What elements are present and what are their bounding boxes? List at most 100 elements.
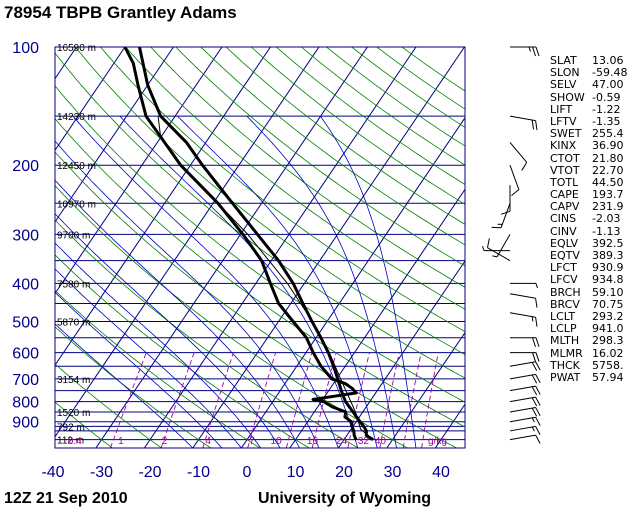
index-row: MLTH 298.3 (550, 335, 627, 347)
wind-barb-feather (531, 386, 538, 396)
height-label: 792 m (57, 422, 85, 433)
index-name: BRCV (550, 297, 580, 311)
isotherm-line (55, 47, 320, 438)
wind-barb-feather (500, 210, 511, 215)
wind-barb-half-feather (482, 245, 485, 251)
wind-barb-feather (532, 352, 536, 362)
wind-barb-half-feather (492, 255, 498, 258)
mixing-ratio-line (285, 352, 313, 448)
dry-adiabat-line (55, 326, 212, 448)
wind-barb-half-feather (531, 426, 535, 432)
wind-barb-half-feather (531, 417, 535, 423)
wind-barb-staff (487, 247, 511, 262)
index-value: 57.94 (592, 370, 624, 384)
wind-barb-feather (531, 362, 538, 371)
wind-barb (509, 293, 538, 308)
index-row: LFTV -1.35 (550, 114, 627, 128)
index-value: 930.9 (592, 261, 624, 275)
height-label: 1520 m (57, 408, 90, 419)
dry-adiabat-line (100, 47, 465, 333)
pressure-tick-label: 200 (12, 158, 39, 175)
wind-barb (500, 185, 511, 215)
index-row: LCLP 941.0 (550, 322, 627, 335)
index-row: SHOW -0.59 (550, 91, 627, 104)
pressure-tick-label: 500 (12, 314, 39, 331)
mixing-ratio-label: 0.4 (68, 436, 82, 447)
moist-adiabat-line (55, 268, 242, 448)
wind-barb-staff (509, 115, 536, 122)
dry-adiabat-line (55, 151, 457, 448)
wind-barb-feather (532, 337, 536, 347)
wind-barb-feather (535, 385, 541, 395)
wind-barb-feather (535, 352, 540, 362)
wind-barb-staff (509, 361, 536, 367)
wind-barb (509, 165, 520, 196)
index-name: SWET (550, 127, 582, 141)
wind-barb-feather (531, 397, 538, 407)
index-row: LFCT 930.9 (550, 261, 627, 275)
temperature-tick-label: 20 (335, 464, 353, 481)
background-grid (55, 47, 465, 448)
dry-adiabat-line (55, 401, 113, 448)
moist-adiabat-line (177, 115, 378, 448)
mixing-ratio-label: 4 (205, 436, 211, 447)
index-row: SLAT 13.06 (550, 54, 627, 67)
index-value: 255.4 (592, 127, 624, 141)
index-row: CINS -2.03 (550, 213, 627, 225)
temperature-tick-label: 10 (287, 464, 305, 481)
wind-barb-staff (509, 165, 520, 190)
index-name: SELV (550, 78, 577, 92)
wind-barb-staff (496, 234, 511, 258)
index-name: EQTV (550, 249, 580, 262)
height-label: 3154 m (57, 375, 90, 386)
pressure-tick-label: 800 (12, 395, 39, 412)
wind-barb (509, 142, 528, 171)
index-name: LFCT (550, 261, 577, 275)
moist-adiabat-line (72, 115, 339, 448)
index-value: 934.8 (592, 273, 624, 287)
index-row: VTOT 22.70 (550, 164, 627, 177)
index-name: EQLV (550, 236, 579, 250)
dry-adiabat-line (74, 47, 465, 356)
index-row: LCLT 293.2 (550, 309, 627, 323)
temperature-tick-label: 40 (432, 464, 450, 481)
height-label: 12450 m (57, 161, 96, 172)
pressure-tick-label: 600 (12, 346, 39, 363)
index-name: BRCH (550, 285, 581, 299)
wind-barb-feather (531, 119, 535, 130)
pressure-tick-label: 300 (12, 227, 39, 244)
index-row: MLMR 16.02 (550, 347, 627, 360)
index-name: LFTV (550, 114, 577, 128)
wind-barb-feather (531, 407, 538, 417)
wind-barb-staff (500, 203, 511, 228)
height-label: 112 m (57, 436, 84, 447)
wind-barb-staff (509, 425, 536, 432)
temperature-tick-label: -30 (90, 464, 113, 481)
mixing-ratio-line (402, 352, 422, 448)
isotherm-line (386, 331, 465, 448)
mixing-ratio-label: 24 (336, 436, 348, 447)
dry-adiabat-line (55, 85, 465, 403)
mixing-ratio-line (202, 352, 234, 448)
index-row: SELV 47.00 (550, 79, 627, 91)
index-row: LIFT -1.22 (550, 103, 627, 116)
index-name: LFCV (550, 273, 578, 287)
index-value: 36.90 (592, 139, 624, 153)
wind-barb-feather (535, 361, 541, 371)
index-name: LCLT (550, 309, 576, 323)
wind-barb (509, 115, 538, 131)
index-name: CTOT (550, 151, 580, 165)
wind-barb-half-feather (535, 283, 538, 289)
mixing-ratio-label: 7 (249, 436, 255, 447)
sounding-indices: SLAT 13.06 SLON -59.48 SELV 47.00 SHOW -0.59 LIF… (550, 54, 627, 384)
index-value: 44.50 (592, 175, 624, 189)
wind-barb-feather (535, 434, 541, 444)
wind-barb (509, 373, 541, 384)
index-name: CINV (550, 224, 577, 238)
mixing-ratio-label: 40 (375, 436, 387, 447)
wind-barb-staff (509, 142, 528, 163)
index-row: SLON -59.48 (550, 66, 627, 79)
index-value: 293.2 (592, 309, 624, 323)
mixing-ratio-line (311, 352, 337, 448)
